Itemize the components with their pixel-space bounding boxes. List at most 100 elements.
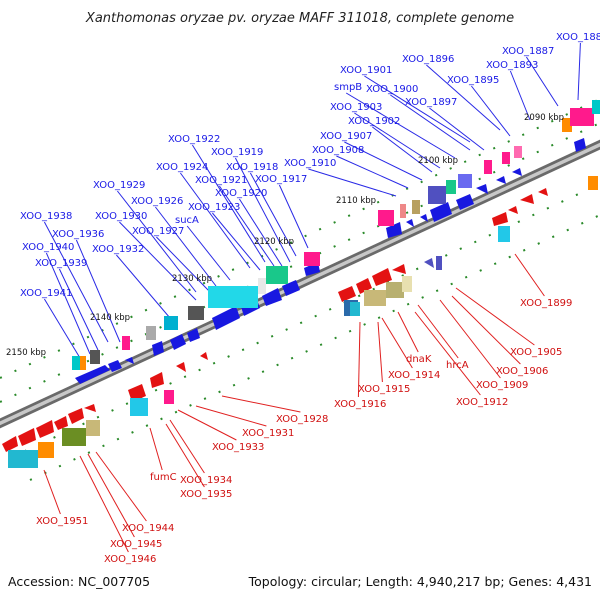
gene-label[interactable]: XOO_1887 [502,46,554,57]
leader-line [186,225,231,281]
leader-line [218,185,275,267]
leader-line [45,252,91,355]
leader-line [212,212,261,271]
gene-label[interactable]: XOO_1910 [284,158,336,169]
leader-line [471,85,511,137]
gene-label[interactable]: XOO_1946 [104,554,156,565]
gene-label[interactable]: XOO_1940 [22,242,74,253]
gene-label[interactable]: XOO_1897 [405,97,457,108]
gene-label[interactable]: XOO_1933 [212,442,264,453]
leader-line [509,70,531,121]
gene-label[interactable]: XOO_1934 [180,475,232,486]
gene-label[interactable]: XOO_1909 [476,380,528,391]
summary-text: Topology: circular; Length: 4,940,217 bp… [248,574,592,589]
kbp-tick-label: 2120 kbp [254,237,294,247]
leader-lines-reverse [43,253,545,553]
gene-label[interactable]: XOO_1927 [132,226,184,237]
leader-line [149,427,163,471]
leader-line [191,144,266,263]
gene-label[interactable]: XOO_1914 [388,370,440,381]
leader-line [426,64,501,131]
gene-label[interactable]: smpB [334,82,362,93]
gene-label[interactable]: hrcA [446,360,469,371]
kbp-tick-label: 2110 kbp [336,196,376,206]
gene-label[interactable]: XOO_1930 [95,211,147,222]
gene-label[interactable]: XOO_1935 [180,489,232,500]
gene-label[interactable]: XOO_1908 [312,145,364,156]
kbp-tick-label: 2130 kbp [172,274,212,284]
gene-label[interactable]: XOO_1924 [156,162,208,173]
gene-label[interactable]: XOO_1926 [131,196,183,207]
gene-label[interactable]: XOO_1905 [510,347,562,358]
reverse-gene-labels: XOO_1899 XOO_1905 XOO_1906 XOO_1909 hrcA XOO_… [36,298,572,565]
leader-line [156,236,211,293]
leader-line [165,423,205,488]
kbp-tick-label: 2140 kbp [90,313,130,323]
backbone [0,139,600,429]
leader-line [525,56,559,107]
leader-line [345,92,456,159]
kbp-tick-label: 2100 kbp [418,156,458,166]
gene-label[interactable]: XOO_1886 [556,32,600,43]
gene-label[interactable]: XOO_1928 [276,414,328,425]
gene-label[interactable]: XOO_1945 [110,539,162,550]
gene-label[interactable]: XOO_1901 [340,65,392,76]
leader-line [439,299,501,379]
gene-label[interactable]: XOO_1906 [496,366,548,377]
leader-line [179,172,251,269]
leader-line [377,321,383,383]
leader-line [43,221,109,343]
leader-line [58,268,99,351]
leader-line [336,155,409,189]
leader-line [455,287,535,346]
gene-label[interactable]: XOO_1912 [456,397,508,408]
leader-lines-forward [43,42,581,359]
gene-label[interactable]: XOO_1903 [330,102,382,113]
leader-line [177,409,237,441]
gene-label[interactable]: XOO_1938 [20,211,72,222]
gene-label[interactable]: XOO_1944 [122,523,174,534]
gene-label[interactable]: XOO_1899 [520,298,572,309]
gene-label[interactable]: XOO_1895 [447,75,499,86]
gene-label[interactable]: XOO_1918 [226,162,278,173]
gene-label[interactable]: XOO_1917 [255,174,307,185]
gene-label[interactable]: dnaK [406,354,432,365]
gene-label[interactable]: XOO_1907 [320,131,372,142]
gene-label[interactable]: sucA [175,215,199,226]
gene-label[interactable]: XOO_1896 [402,54,454,65]
reverse-strand-genes [2,176,598,468]
gene-label[interactable]: XOO_1915 [358,384,410,395]
gene-label[interactable]: XOO_1919 [211,147,263,158]
gene-label[interactable]: XOO_1900 [366,84,418,95]
gene-label[interactable]: XOO_1939 [35,258,87,269]
gene-label[interactable]: XOO_1936 [52,229,104,240]
gene-label[interactable]: XOO_1923 [188,202,240,213]
gene-label[interactable]: XOO_1931 [242,428,294,439]
leader-line [119,221,197,301]
leader-line [234,157,291,263]
kbp-tick-label: 2150 kbp [6,348,46,358]
gene-label[interactable]: XOO_1941 [20,288,72,299]
gene-label[interactable]: XOO_1921 [195,175,247,186]
leader-line [414,311,481,396]
leader-line [514,253,545,297]
leader-line [577,42,581,101]
gene-label[interactable]: XOO_1932 [92,244,144,255]
gene-label[interactable]: fumC [150,472,177,483]
leader-line [169,419,205,474]
gene-label[interactable]: XOO_1922 [168,134,220,145]
gene-label[interactable]: XOO_1951 [36,516,88,527]
leader-line [116,254,171,319]
leader-line [43,298,81,359]
forward-gene-labels: XOO_1886XOO_1887 XOO_1893 XOO_1896 XOO_1895… [20,32,600,299]
gene-label[interactable]: XOO_1902 [348,116,400,127]
leader-line [344,141,423,181]
gene-label[interactable]: XOO_1893 [486,60,538,71]
gene-label[interactable]: XOO_1920 [215,188,267,199]
gene-label[interactable]: XOO_1916 [334,399,386,410]
gene-label[interactable]: XOO_1929 [93,180,145,191]
leader-line [43,469,61,515]
leader-line [155,206,217,287]
accession-text: Accession: NC_007705 [8,574,150,589]
